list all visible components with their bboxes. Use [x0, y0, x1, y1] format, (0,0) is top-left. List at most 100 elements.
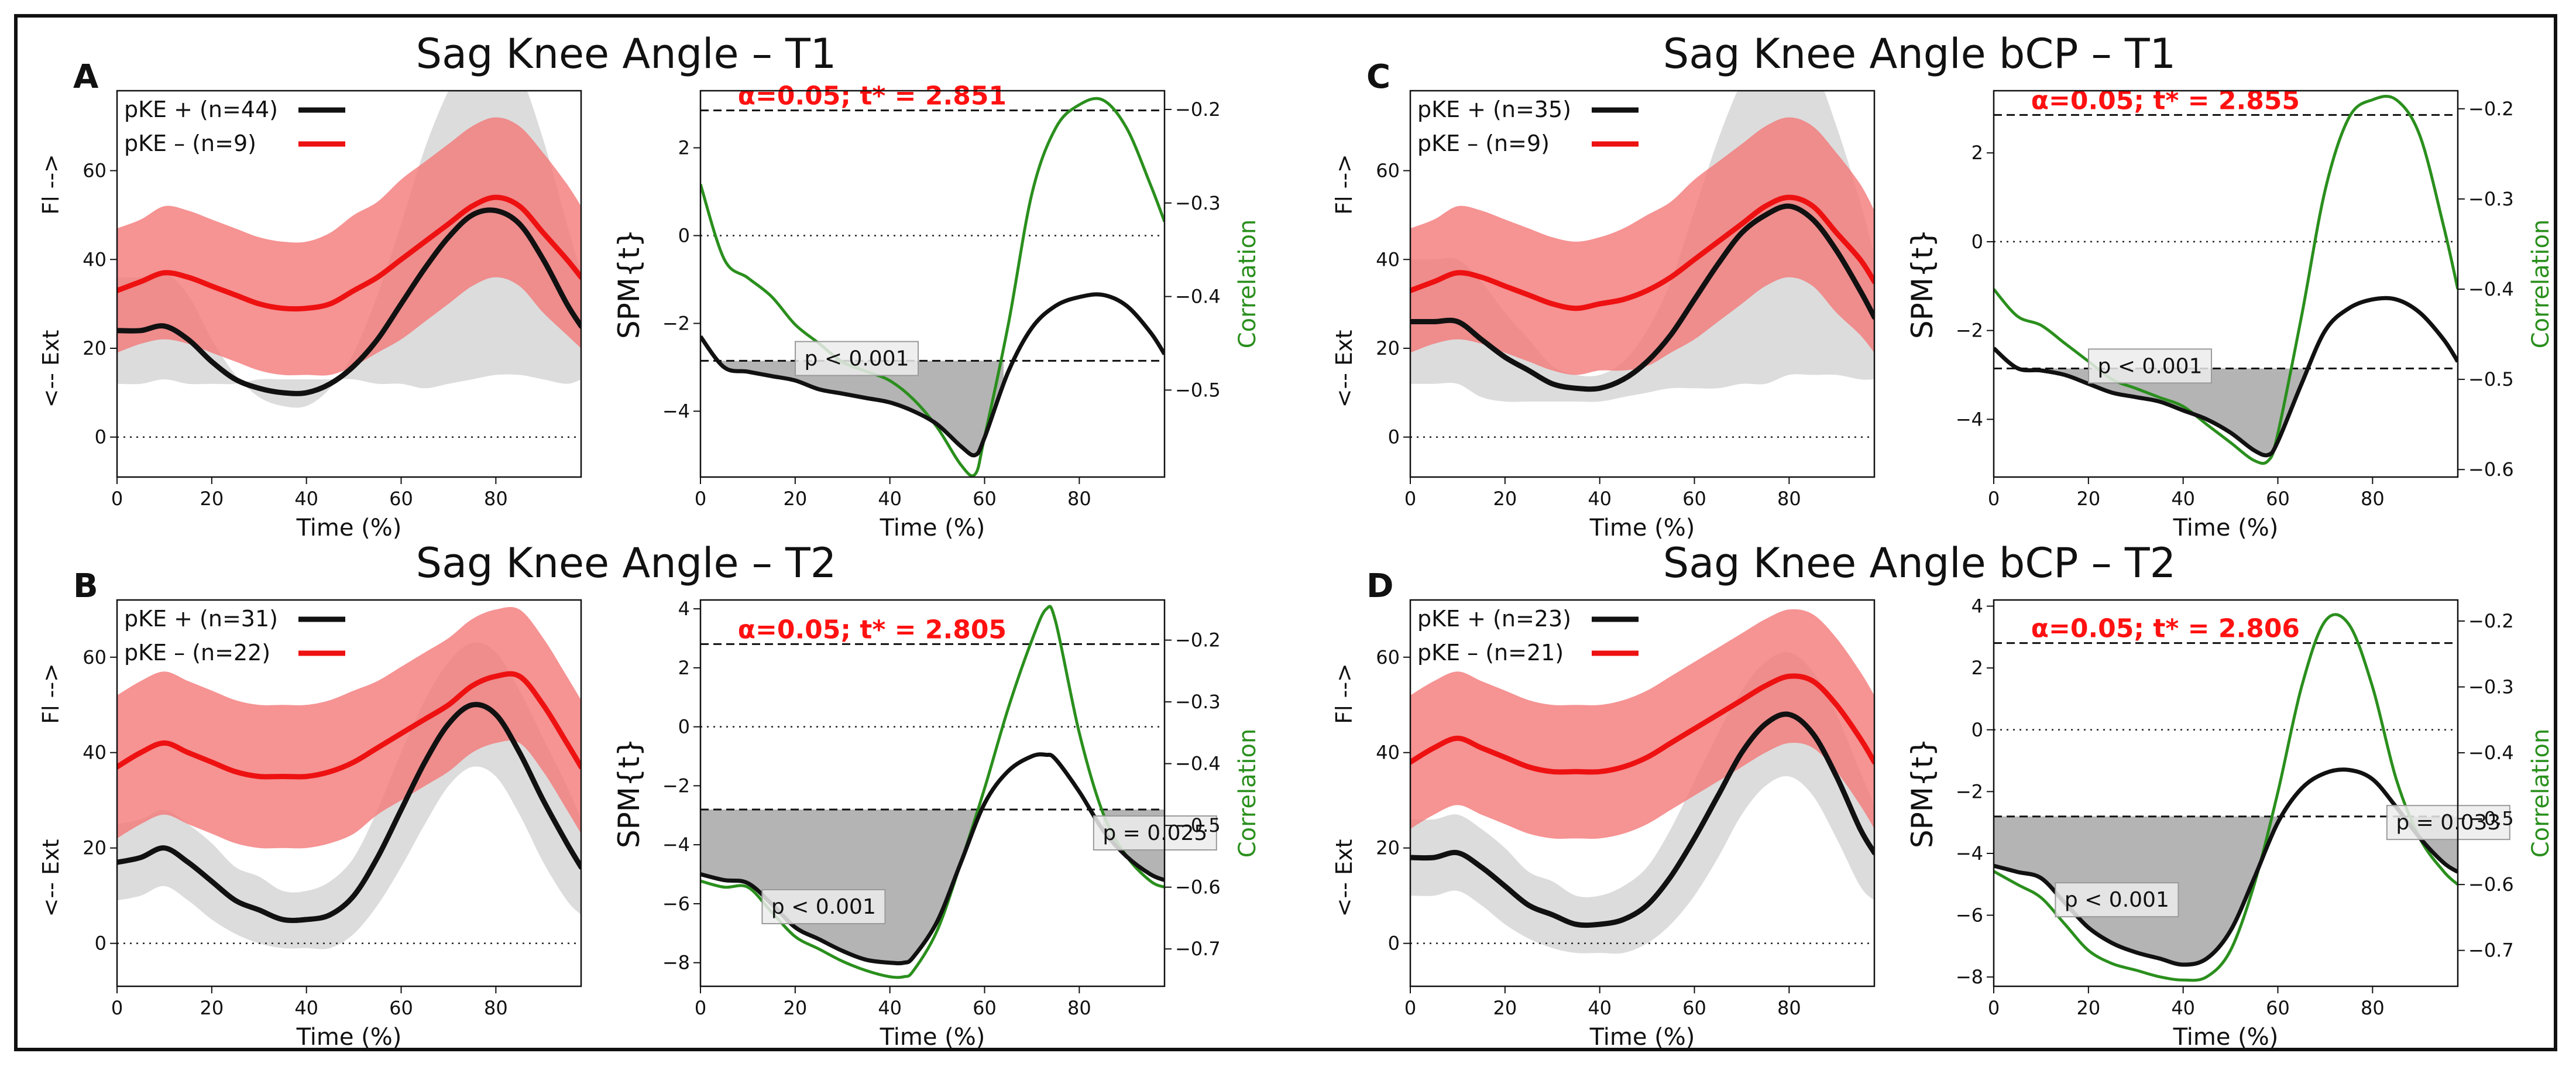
y-axis-label-spm: SPM{t}	[612, 229, 646, 339]
correlation-line	[700, 97, 1165, 477]
y-tick-label: −2	[1956, 320, 1983, 342]
y2-tick-label: −0.3	[1175, 691, 1221, 713]
x-tick-label: 0	[111, 488, 123, 510]
x-tick-label: 40	[878, 488, 902, 510]
p-value-box	[2386, 805, 2510, 841]
y2-tick-label: −0.2	[2468, 98, 2514, 120]
y-tick-label: 60	[1376, 646, 1400, 668]
panel-title: Sag Knee Angle bCP – T1	[1663, 30, 2176, 78]
angle-plot-area	[117, 606, 581, 949]
y-tick-label: 40	[83, 742, 107, 764]
legend: pKE + (n=44) pKE – (n=9)	[124, 97, 345, 156]
pke-plus-mean-line	[1410, 203, 1874, 392]
y-tick-label: −4	[1956, 842, 1983, 865]
y-tick-label: −6	[1956, 904, 1983, 927]
x-tick-label: 0	[111, 997, 123, 1019]
threshold-label: α=0.05; t* = 2.851	[738, 81, 1007, 111]
p-value-label: p < 0.001	[771, 895, 876, 919]
y-tick-label: −6	[662, 893, 690, 915]
pke-minus-sd-band	[1410, 609, 1874, 839]
x-tick-label: 80	[1067, 488, 1091, 510]
panel-b: B Sag Knee Angle – T20 20 40 60 800204060pKE …	[38, 539, 1261, 1051]
pke-minus-sd-band	[117, 606, 581, 849]
y2-tick-label: −0.6	[2468, 873, 2514, 896]
x-axis-label: Time (%)	[296, 515, 402, 541]
y-tick-label: 60	[83, 646, 107, 668]
spm-axes-frame	[1993, 599, 2459, 987]
x-axis-label: Time (%)	[1589, 515, 1695, 541]
angle-plot-area	[1410, 91, 1874, 438]
y-tick-label: 4	[1972, 595, 1983, 618]
y-axis-label-flexion: Fl -->	[1331, 154, 1357, 215]
panel-a: A Sag Knee Angle – T10 20 40 60 800204060pKE …	[38, 30, 1261, 541]
angle-plot-area	[117, 91, 581, 438]
y2-tick-label: −0.3	[1175, 192, 1221, 214]
pke-minus-sd-band	[1410, 117, 1874, 375]
y-axis-label-spm: SPM{t}	[612, 738, 646, 848]
y-tick-label: −4	[662, 400, 690, 423]
y2-tick-label: −0.2	[2468, 610, 2514, 632]
legend-label: pKE + (n=23)	[1417, 606, 1571, 632]
p-value-box	[2055, 882, 2179, 918]
panel-title: Sag Knee Angle – T1	[416, 30, 837, 78]
spm-plot-area	[700, 97, 1165, 477]
y2-tick-label: −0.6	[1175, 876, 1221, 898]
y2-tick-label: −0.5	[2468, 808, 2514, 830]
x-tick-label: 0	[695, 488, 706, 510]
y-tick-label: 2	[1972, 142, 1983, 164]
y-tick-label: 0	[678, 716, 690, 738]
y2-tick-label: −0.5	[1175, 379, 1221, 401]
x-tick-label: 20	[1493, 997, 1517, 1019]
legend-label: pKE + (n=44)	[124, 97, 278, 122]
y2-tick-label: −0.2	[1175, 98, 1221, 121]
pke-minus-mean-line	[117, 194, 581, 312]
y2-tick-label: −0.4	[2468, 278, 2514, 300]
y2-tick-label: −0.4	[1175, 286, 1221, 308]
spm-axes-frame	[1993, 90, 2459, 478]
x-tick-label: 80	[1777, 488, 1801, 510]
y2-tick-label: −0.4	[2468, 742, 2514, 764]
y2-tick-label: −0.3	[2468, 676, 2514, 698]
y2-tick-label: −0.7	[2468, 939, 2514, 962]
legend: pKE + (n=23) pKE – (n=21)	[1417, 606, 1639, 666]
x-tick-label: 0	[1988, 488, 2000, 510]
spm-plot: 0 20 40 60 80 −8 −6 −4 −2 0 2 4 p < 0.001 p = 0.033 α=…	[1905, 595, 2554, 1051]
angle-axes-frame	[116, 599, 582, 987]
x-tick-label: 80	[1777, 997, 1801, 1019]
y-tick-label: 2	[1972, 657, 1983, 679]
y-tick-label: 40	[83, 248, 107, 270]
spm-plot-area	[1994, 613, 2458, 982]
threshold-label: α=0.05; t* = 2.806	[2031, 614, 2300, 644]
x-tick-label: 60	[2266, 997, 2290, 1019]
p-value-label: p < 0.001	[2098, 354, 2203, 378]
spm-t-line	[1994, 296, 2458, 458]
pke-plus-mean-line	[1410, 711, 1874, 928]
y-tick-label: −2	[662, 774, 690, 797]
panel-letter: A	[73, 58, 99, 96]
x-tick-label: 40	[1588, 997, 1612, 1019]
x-tick-label: 60	[389, 997, 413, 1019]
y2-tick-label: −0.4	[1175, 753, 1221, 775]
y-axis-label-flexion: Fl -->	[38, 663, 64, 724]
x-tick-label: 60	[2266, 488, 2290, 510]
y-tick-label: 0	[95, 932, 107, 955]
y-tick-label: 4	[678, 598, 690, 620]
legend-label: pKE – (n=9)	[124, 131, 256, 156]
x-tick-label: 40	[294, 488, 318, 510]
x-tick-label: 0	[1404, 488, 1416, 510]
legend-label: pKE – (n=21)	[1417, 640, 1564, 666]
p-value-label: p < 0.001	[2065, 888, 2169, 912]
pke-minus-mean-line	[117, 671, 581, 780]
p-value-label: p = 0.025	[1102, 821, 1207, 845]
panel-d: D Sag Knee Angle bCP – T20 20 40 60 800204060…	[1331, 539, 2554, 1051]
y-tick-label: −2	[662, 313, 690, 335]
y2-axis-label-correlation: Correlation	[2527, 729, 2554, 858]
y-axis-label-extension: <-- Ext	[1331, 330, 1357, 408]
y2-tick-label: −0.5	[2468, 368, 2514, 390]
p-value-box	[795, 341, 919, 376]
legend: pKE + (n=31) pKE – (n=22)	[124, 606, 345, 666]
y-tick-label: 20	[1376, 837, 1400, 859]
x-tick-label: 20	[2076, 997, 2100, 1019]
